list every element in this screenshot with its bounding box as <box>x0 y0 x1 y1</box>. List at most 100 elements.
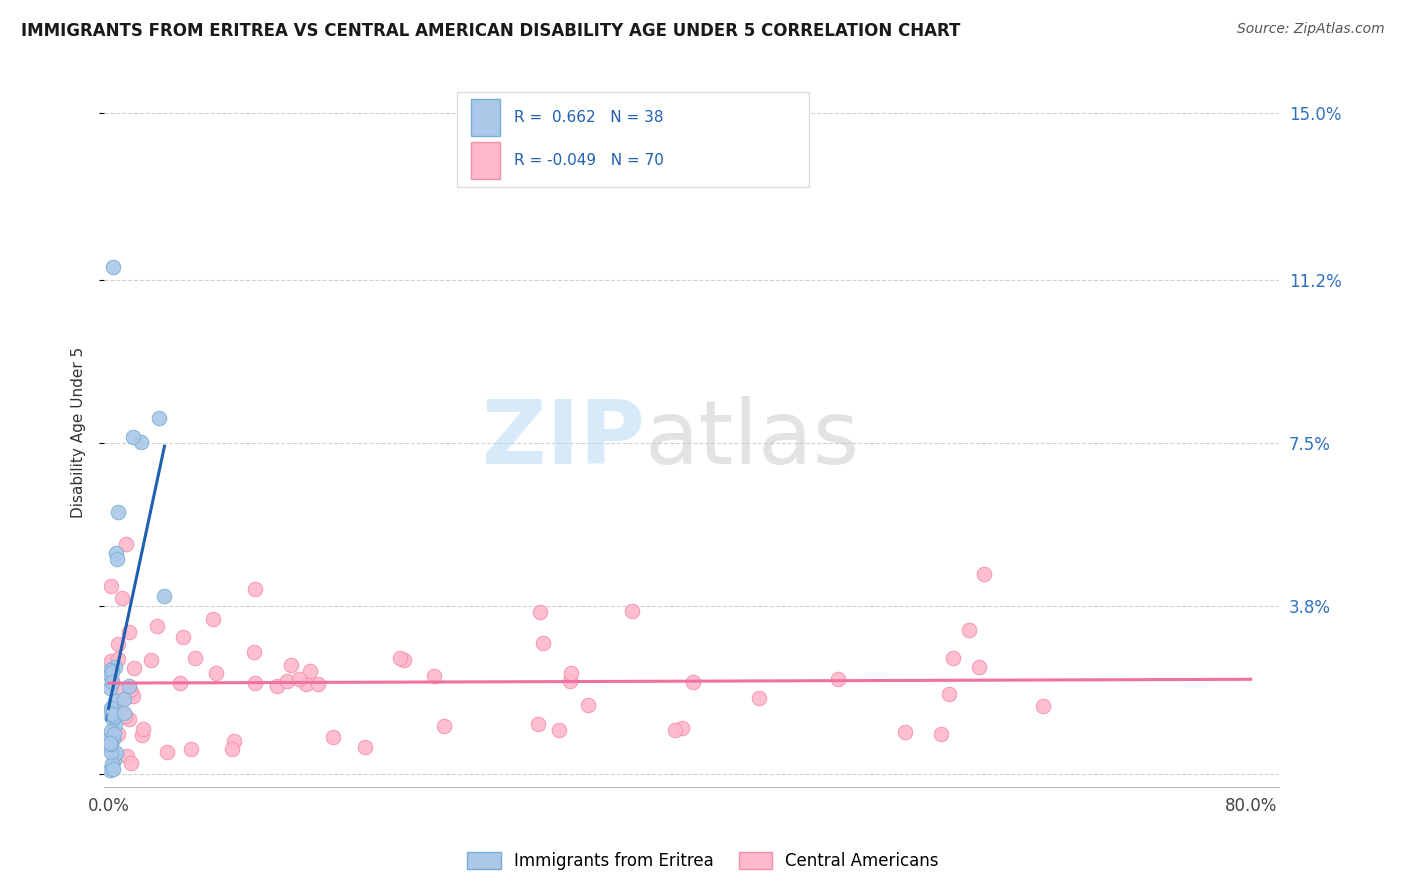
Point <box>98 681 121 696</box>
Point <box>107 505 129 519</box>
Point <box>422 669 444 683</box>
Point <box>184 651 207 665</box>
Point <box>294 677 316 691</box>
Point <box>120 684 142 698</box>
Point <box>107 652 129 666</box>
Text: ZIP: ZIP <box>482 396 645 483</box>
Point <box>288 672 311 686</box>
Point <box>894 725 917 739</box>
Point <box>307 677 329 691</box>
Point <box>392 652 415 666</box>
Point <box>280 658 302 673</box>
Point <box>100 756 122 771</box>
Point <box>98 663 121 677</box>
Point <box>103 709 125 723</box>
Point <box>122 661 145 675</box>
Point <box>101 712 124 726</box>
Point <box>148 410 170 425</box>
Point <box>105 552 128 566</box>
Text: IMMIGRANTS FROM ERITREA VS CENTRAL AMERICAN DISABILITY AGE UNDER 5 CORRELATION C: IMMIGRANTS FROM ERITREA VS CENTRAL AMERI… <box>21 22 960 40</box>
Point <box>100 579 122 593</box>
Point <box>205 666 228 681</box>
Point <box>141 653 163 667</box>
Point <box>967 659 990 673</box>
Point <box>114 709 136 723</box>
Point <box>100 737 122 751</box>
Point <box>122 430 145 444</box>
Y-axis label: Disability Age Under 5: Disability Age Under 5 <box>72 346 86 517</box>
Point <box>169 676 191 690</box>
Point <box>115 537 138 551</box>
Point <box>298 665 321 679</box>
Point <box>224 734 246 748</box>
Text: R = -0.049   N = 70: R = -0.049 N = 70 <box>515 153 664 168</box>
Text: R =  0.662   N = 38: R = 0.662 N = 38 <box>515 111 664 126</box>
Point <box>100 723 122 738</box>
Point <box>100 700 122 714</box>
Point <box>576 698 599 712</box>
Point <box>101 731 124 745</box>
Point <box>118 712 141 726</box>
Point <box>527 717 550 731</box>
Point <box>973 567 995 582</box>
Point <box>129 434 152 449</box>
Point <box>243 645 266 659</box>
Point <box>547 723 569 738</box>
Text: atlas: atlas <box>645 396 860 483</box>
Point <box>118 625 141 640</box>
Point <box>120 682 142 697</box>
Point <box>245 582 267 596</box>
Bar <box>471 142 501 179</box>
Point <box>101 665 124 679</box>
Point <box>108 696 131 710</box>
Point <box>122 689 145 703</box>
Point <box>101 675 124 690</box>
Point <box>433 719 456 733</box>
Point <box>202 612 225 626</box>
Point <box>107 637 129 651</box>
Point <box>98 736 121 750</box>
Point <box>938 687 960 701</box>
Point <box>389 651 412 665</box>
Point <box>98 731 121 745</box>
Point <box>107 727 129 741</box>
Point <box>101 762 124 776</box>
Point <box>180 741 202 756</box>
Point <box>112 691 135 706</box>
Point <box>621 604 644 618</box>
Point <box>98 668 121 682</box>
Point <box>100 654 122 668</box>
Point <box>118 679 141 693</box>
Text: Source: ZipAtlas.com: Source: ZipAtlas.com <box>1237 22 1385 37</box>
Point <box>111 684 134 698</box>
Point <box>101 706 124 721</box>
Point <box>560 666 582 681</box>
Point <box>98 763 121 777</box>
Point <box>929 726 952 740</box>
Point <box>101 732 124 747</box>
Point <box>103 727 125 741</box>
Point <box>531 636 554 650</box>
Point <box>103 660 125 674</box>
Point <box>671 721 693 735</box>
Point <box>98 738 121 752</box>
Point <box>120 756 142 770</box>
Point <box>104 746 127 760</box>
Point <box>682 675 704 690</box>
Point <box>664 723 686 738</box>
Point <box>827 673 849 687</box>
Point <box>97 706 120 721</box>
Point <box>104 718 127 732</box>
Point <box>276 674 298 689</box>
Point <box>243 676 266 690</box>
Point <box>101 673 124 688</box>
Point <box>957 624 980 638</box>
Point <box>111 591 134 605</box>
Point <box>558 674 581 689</box>
Point <box>942 651 965 665</box>
Point <box>105 546 128 560</box>
Point <box>100 745 122 759</box>
Point <box>98 666 121 681</box>
Point <box>1032 698 1054 713</box>
Point <box>156 746 179 760</box>
